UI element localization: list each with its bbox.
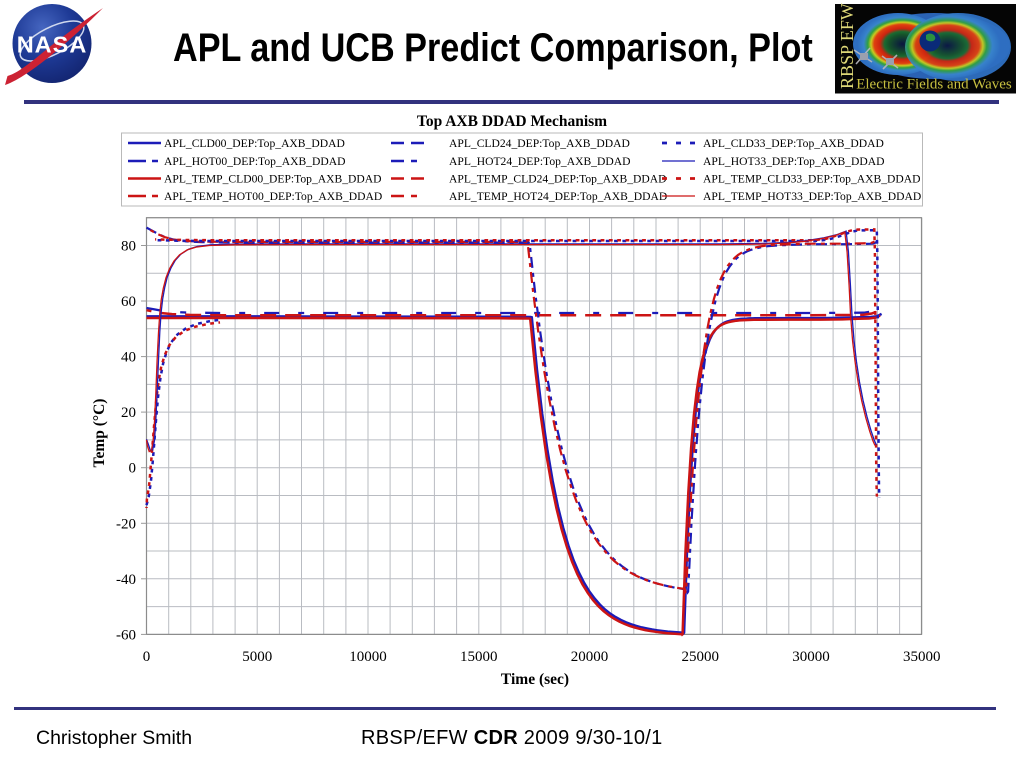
svg-text:10000: 10000 bbox=[349, 649, 387, 665]
svg-text:0: 0 bbox=[129, 461, 137, 477]
svg-text:-40: -40 bbox=[116, 572, 136, 588]
svg-text:40: 40 bbox=[121, 350, 136, 366]
svg-text:-20: -20 bbox=[116, 516, 136, 532]
svg-text:Top AXB DDAD Mechanism: Top AXB DDAD Mechanism bbox=[417, 113, 607, 130]
svg-text:APL_TEMP_HOT00_DEP:Top_AXB_DDA: APL_TEMP_HOT00_DEP:Top_AXB_DDAD bbox=[164, 190, 382, 203]
svg-text:80: 80 bbox=[121, 239, 136, 255]
svg-text:APL_TEMP_CLD00_DEP:Top_AXB_DDA: APL_TEMP_CLD00_DEP:Top_AXB_DDAD bbox=[164, 173, 382, 186]
svg-text:Temp (°C): Temp (°C) bbox=[91, 399, 108, 468]
svg-text:Electric Fields and Waves: Electric Fields and Waves bbox=[856, 77, 1012, 93]
svg-text:35000: 35000 bbox=[903, 649, 941, 665]
svg-text:RBSP EFW: RBSP EFW bbox=[837, 3, 857, 89]
svg-text:APL_TEMP_CLD33_DEP:Top_AXB_DDA: APL_TEMP_CLD33_DEP:Top_AXB_DDAD bbox=[703, 173, 921, 186]
svg-text:APL_TEMP_HOT24_DEP:Top_AXB_DDA: APL_TEMP_HOT24_DEP:Top_AXB_DDAD bbox=[449, 190, 667, 203]
svg-text:30000: 30000 bbox=[792, 649, 830, 665]
svg-text:5000: 5000 bbox=[242, 649, 272, 665]
svg-text:APL_TEMP_CLD24_DEP:Top_AXB_DDA: APL_TEMP_CLD24_DEP:Top_AXB_DDAD bbox=[449, 173, 667, 186]
svg-text:APL_CLD33_DEP:Top_AXB_DDAD: APL_CLD33_DEP:Top_AXB_DDAD bbox=[703, 137, 884, 150]
svg-text:APL_HOT33_DEP:Top_AXB_DDAD: APL_HOT33_DEP:Top_AXB_DDAD bbox=[703, 155, 884, 168]
svg-text:APL_HOT00_DEP:Top_AXB_DDAD: APL_HOT00_DEP:Top_AXB_DDAD bbox=[164, 155, 345, 168]
svg-text:APL_HOT24_DEP:Top_AXB_DDAD: APL_HOT24_DEP:Top_AXB_DDAD bbox=[449, 155, 630, 168]
svg-text:NASA: NASA bbox=[17, 32, 88, 58]
svg-text:20000: 20000 bbox=[571, 649, 609, 665]
svg-text:15000: 15000 bbox=[460, 649, 498, 665]
svg-text:APL_TEMP_HOT33_DEP:Top_AXB_DDA: APL_TEMP_HOT33_DEP:Top_AXB_DDAD bbox=[703, 190, 921, 203]
svg-text:APL_CLD00_DEP:Top_AXB_DDAD: APL_CLD00_DEP:Top_AXB_DDAD bbox=[164, 137, 345, 150]
svg-text:0: 0 bbox=[143, 649, 151, 665]
svg-text:Time (sec): Time (sec) bbox=[501, 671, 569, 688]
svg-text:60: 60 bbox=[121, 294, 136, 310]
svg-text:APL_CLD24_DEP:Top_AXB_DDAD: APL_CLD24_DEP:Top_AXB_DDAD bbox=[449, 137, 630, 150]
svg-text:-60: -60 bbox=[116, 627, 136, 643]
svg-text:25000: 25000 bbox=[681, 649, 719, 665]
svg-text:20: 20 bbox=[121, 405, 136, 421]
